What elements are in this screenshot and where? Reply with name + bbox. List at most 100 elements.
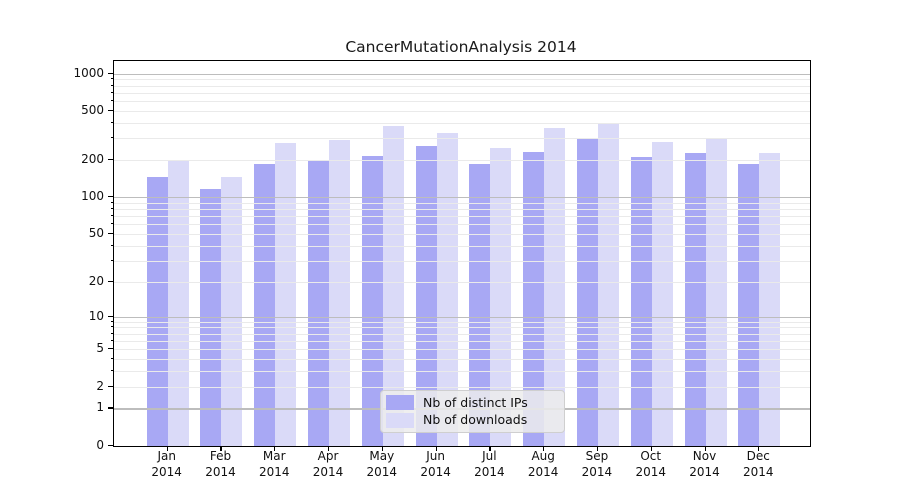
x-axis-tick-label: Mar 2014 — [258, 449, 290, 479]
gridline-minor — [114, 85, 810, 87]
gridline-minor — [114, 209, 810, 211]
y-axis-tick-label: 1000 — [73, 65, 104, 80]
gridline-minor — [114, 79, 810, 81]
y-axis-minor-tick — [110, 370, 113, 372]
bar-downloads-feb — [221, 177, 243, 446]
gridline-major — [114, 73, 810, 75]
gridline-minor — [114, 111, 810, 113]
y-axis-minor-tick — [110, 122, 113, 123]
gridline-minor — [114, 359, 810, 361]
y-axis-tick-label: 2 — [96, 378, 104, 393]
x-axis-tick — [166, 446, 168, 451]
gridline-minor — [114, 341, 810, 342]
x-axis-tick-label: Jun 2014 — [420, 449, 451, 479]
gridline-minor — [114, 216, 810, 218]
legend-label-downloads: Nb of downloads — [423, 412, 528, 428]
gridline-minor — [114, 123, 810, 124]
gridline-minor — [114, 281, 810, 283]
y-axis-minor-tick — [110, 340, 113, 341]
x-axis-tick-label: May 2014 — [366, 449, 398, 479]
x-axis-tick-label: Apr 2014 — [312, 449, 344, 479]
bar-downloads-jun — [436, 132, 458, 446]
y-axis-tick — [108, 196, 113, 198]
y-axis-tick — [108, 444, 113, 446]
y-axis-minor-tick — [110, 100, 113, 102]
bar-downloads-oct — [651, 141, 673, 446]
y-axis-tick — [108, 72, 113, 74]
legend-swatch-distinct-ips — [386, 395, 414, 411]
y-axis-minor-tick — [110, 91, 113, 93]
gridline-minor — [114, 202, 810, 204]
y-axis-tick — [108, 233, 113, 235]
y-axis-tick — [108, 159, 113, 161]
x-axis-tick — [220, 446, 222, 451]
y-axis-minor-tick — [110, 78, 113, 80]
x-axis-tick — [435, 446, 437, 451]
x-axis-tick-label: Oct 2014 — [635, 449, 666, 479]
x-axis-tick — [650, 446, 652, 451]
y-axis-tick-label: 200 — [81, 152, 104, 167]
x-axis-tick — [274, 446, 276, 451]
gridline-minor — [114, 92, 810, 94]
x-axis-tick-label: Dec 2014 — [742, 449, 774, 479]
bar-downloads-may — [382, 126, 404, 446]
y-axis-minor-tick — [110, 84, 113, 86]
y-axis-minor-tick — [110, 201, 113, 203]
y-axis-minor-tick — [110, 137, 113, 139]
gridline-minor — [114, 371, 810, 373]
chart-title: CancerMutationAnalysis 2014 — [345, 38, 577, 56]
gridline-major — [114, 197, 810, 199]
gridline-minor — [114, 138, 810, 140]
bar-downloads-aug — [544, 127, 566, 446]
bar-layer — [114, 61, 810, 446]
x-axis-tick-label: Aug 2014 — [527, 449, 559, 479]
y-axis-minor-tick — [110, 320, 113, 322]
y-axis-tick-label: 10 — [88, 308, 104, 323]
bar-downloads-mar — [275, 142, 297, 446]
bar-distinct-ips-may — [361, 155, 383, 446]
y-axis-tick-label: 50 — [88, 226, 104, 241]
bar-distinct-ips-apr — [308, 159, 330, 446]
gridline-minor — [114, 321, 810, 323]
bar-distinct-ips-jan — [146, 177, 168, 446]
y-axis-minor-tick — [110, 358, 113, 360]
legend: Nb of distinct IPs Nb of downloads — [380, 390, 565, 433]
y-axis-tick-label: 100 — [81, 189, 104, 204]
bar-distinct-ips-oct — [630, 157, 652, 446]
y-axis-tick-label: 500 — [81, 103, 104, 118]
x-axis-tick-label: Feb 2014 — [205, 449, 236, 479]
x-axis-tick — [758, 446, 760, 451]
x-axis-tick — [381, 446, 383, 451]
y-axis-tick — [108, 407, 113, 409]
y-axis-tick — [108, 280, 113, 283]
plot-area — [113, 60, 811, 447]
y-axis-minor-tick — [110, 326, 113, 328]
y-axis-minor-tick — [110, 208, 113, 210]
bar-distinct-ips-jun — [415, 146, 437, 446]
bar-distinct-ips-sep — [576, 137, 598, 446]
x-axis-tick-label: Jan 2014 — [151, 449, 182, 479]
gridline-minor — [114, 224, 810, 226]
gridline-minor — [114, 327, 810, 329]
gridline-minor — [114, 101, 810, 103]
y-axis-minor-tick — [110, 332, 113, 334]
y-axis-tick — [108, 385, 113, 387]
x-axis-tick-label: Sep 2014 — [581, 449, 613, 479]
bar-downloads-jan — [167, 160, 189, 446]
legend-label-distinct-ips: Nb of distinct IPs — [423, 394, 528, 410]
y-axis-minor-tick — [110, 259, 113, 261]
y-axis-tick-label: 20 — [88, 273, 104, 288]
bar-distinct-ips-aug — [523, 152, 545, 446]
bar-downloads-sep — [597, 123, 619, 446]
gridline-minor — [114, 234, 810, 236]
bar-distinct-ips-nov — [684, 153, 706, 446]
bar-downloads-dec — [759, 153, 781, 446]
y-axis-tick-label: 0 — [96, 437, 104, 452]
y-axis-tick — [108, 315, 113, 317]
gridline-minor — [114, 386, 810, 388]
y-axis-tick-label: 1 — [96, 400, 104, 415]
legend-swatch-downloads — [386, 412, 414, 428]
y-axis-tick-label: 5 — [96, 341, 104, 356]
bar-downloads-nov — [705, 139, 727, 446]
